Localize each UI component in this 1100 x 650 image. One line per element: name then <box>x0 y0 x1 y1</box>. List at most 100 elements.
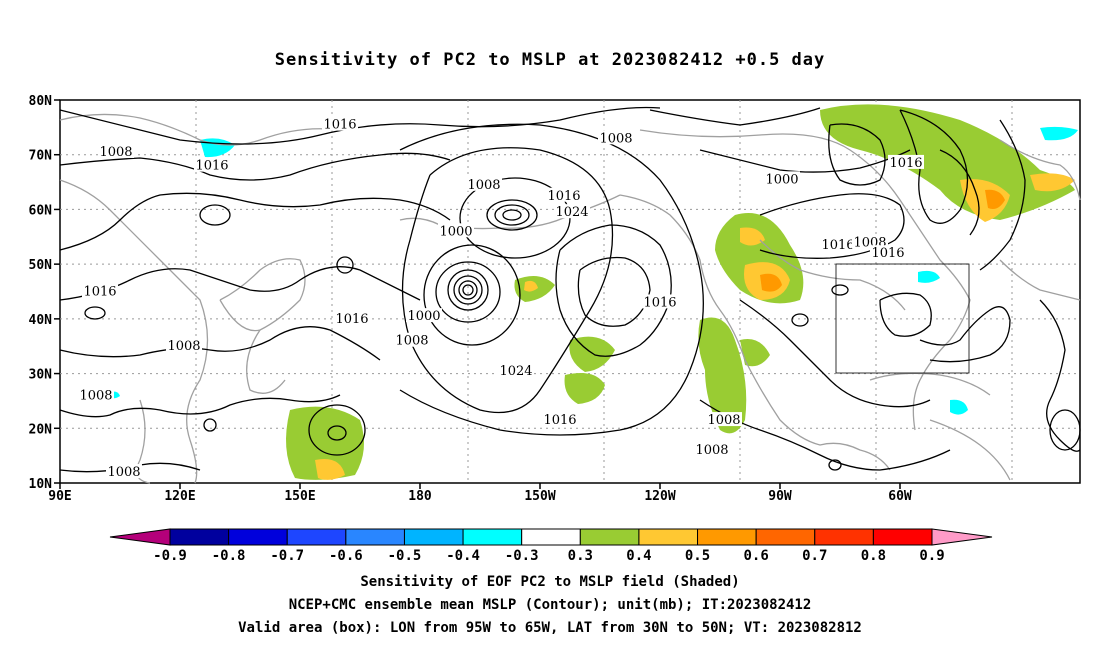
lat-label: 80N <box>29 94 53 109</box>
contour-label-bg <box>888 154 924 169</box>
valid-area-box <box>835 263 970 374</box>
lon-label: 180 <box>408 489 432 504</box>
contour-label-bg <box>82 283 118 298</box>
contour-label: 1016 <box>335 312 368 327</box>
lon-label: 150W <box>524 489 555 504</box>
colorbar-box <box>697 528 757 546</box>
map-title: Sensitivity of PC2 to MSLP at 2023082412… <box>274 50 826 70</box>
contour-label-bg <box>194 157 230 172</box>
contour-label: 1008 <box>395 334 428 349</box>
contour-label-bg <box>322 116 358 131</box>
contour-label: 1000 <box>439 224 472 239</box>
colorbar-box <box>462 528 523 546</box>
lon-label: 90E <box>48 489 71 504</box>
colorbar-low-arrow <box>109 528 171 546</box>
contour-label: 1016 <box>83 285 116 300</box>
colorbar-label: -0.5 <box>388 548 422 564</box>
colorbar-box <box>638 528 699 546</box>
colorbar-box <box>579 528 640 546</box>
lon-axis: 90E 120E 150E 180 150W 120W 90W 60W <box>48 483 912 504</box>
sensitivity-shading <box>110 104 1078 480</box>
lon-label: 90W <box>768 489 792 504</box>
colorbar-label: 0.8 <box>861 548 886 564</box>
colorbar-box <box>872 528 933 546</box>
colorbar-box <box>345 528 405 546</box>
contour-label: 1016 <box>821 238 854 253</box>
colorbar: -0.9 -0.8 -0.7 -0.6 -0.5 -0.4 -0.3 0.3 0.4 0.5 0.6… <box>109 528 993 564</box>
contour-label: 1000 <box>765 172 798 187</box>
contour-label: 1016 <box>195 159 228 174</box>
lat-label: 40N <box>29 313 53 328</box>
lat-label: 20N <box>29 422 53 437</box>
contour-label-bg <box>546 187 582 202</box>
lat-label: 30N <box>29 368 53 383</box>
contour-label: 1008 <box>467 178 500 193</box>
colorbar-label: -0.6 <box>329 548 363 564</box>
contour-label: 1016 <box>871 246 904 261</box>
colorbar-box <box>286 528 347 546</box>
contour-label-bg <box>598 130 634 145</box>
lon-label: 60W <box>888 489 912 504</box>
contour-label-bg <box>852 234 888 249</box>
colorbar-label: 0.5 <box>685 548 710 564</box>
contour-label-bg <box>98 143 134 158</box>
contour-label: 1008 <box>695 443 728 458</box>
contour-labels: 1016 1008 1016 1008 1008 1016 1024 1000 1000 1016… <box>78 116 924 480</box>
lat-label: 10N <box>29 477 53 492</box>
contour-label-bg <box>764 171 800 186</box>
caption-line-2: NCEP+CMC ensemble mean MSLP (Contour); u… <box>288 597 812 613</box>
colorbar-box <box>755 528 816 546</box>
colorbar-label: 0.4 <box>626 548 651 564</box>
contour-label-bg <box>642 294 678 309</box>
contour-label-bg <box>406 308 442 323</box>
contour-label-bg <box>706 412 742 427</box>
colorbar-label: -0.7 <box>270 548 304 564</box>
coastlines <box>59 113 1081 484</box>
caption-line-1: Sensitivity of EOF PC2 to MSLP field (Sh… <box>360 574 740 590</box>
contour-label-bg <box>870 245 906 260</box>
colorbar-box <box>814 528 874 546</box>
colorbar-box <box>228 528 288 546</box>
contour-label: 1000 <box>407 309 440 324</box>
colorbar-label: -0.4 <box>446 548 480 564</box>
contour-label-bg <box>466 176 502 191</box>
colorbar-high-arrow <box>931 528 993 546</box>
contour-label: 1016 <box>643 295 676 310</box>
lat-axis: 80N 70N 60N 50N 40N 30N 20N 10N <box>29 94 60 492</box>
contour-label: 1016 <box>889 156 922 171</box>
contour-label: 1016 <box>323 118 356 133</box>
gridlines <box>60 100 1080 483</box>
lon-label: 150E <box>284 489 315 504</box>
contour-label-bg <box>694 442 730 457</box>
colorbar-label: -0.8 <box>212 548 246 564</box>
colorbar-box <box>169 528 230 546</box>
contour-label-bg <box>334 310 370 325</box>
contour-label: 1008 <box>99 145 132 160</box>
colorbar-label: 0.6 <box>744 548 769 564</box>
contour-label-bg <box>78 387 114 402</box>
colorbar-box <box>521 528 581 546</box>
contour-label: 1008 <box>107 465 140 480</box>
colorbar-box <box>403 528 464 546</box>
contour-label: 1024 <box>499 364 532 379</box>
colorbar-label: 0.3 <box>568 548 593 564</box>
colorbar-label: -0.9 <box>153 548 187 564</box>
contour-label: 1008 <box>707 413 740 428</box>
caption-line-3: Valid area (box): LON from 95W to 65W, L… <box>238 620 862 636</box>
lon-label: 120E <box>164 489 195 504</box>
contour-label-bg <box>438 223 474 238</box>
contour-label-bg <box>166 338 202 353</box>
contour-label-bg <box>554 204 590 219</box>
lat-label: 70N <box>29 149 53 164</box>
contour-label: 1008 <box>599 131 632 146</box>
contour-label: 1008 <box>79 388 112 403</box>
lat-label: 50N <box>29 258 53 273</box>
contour-label: 1008 <box>167 339 200 354</box>
colorbar-label: -0.3 <box>505 548 539 564</box>
contour-label-bg <box>394 332 430 347</box>
contour-label-bg <box>820 236 856 251</box>
lon-label: 120W <box>644 489 675 504</box>
contour-label: 1016 <box>547 189 580 204</box>
contour-label-bg <box>106 464 142 479</box>
